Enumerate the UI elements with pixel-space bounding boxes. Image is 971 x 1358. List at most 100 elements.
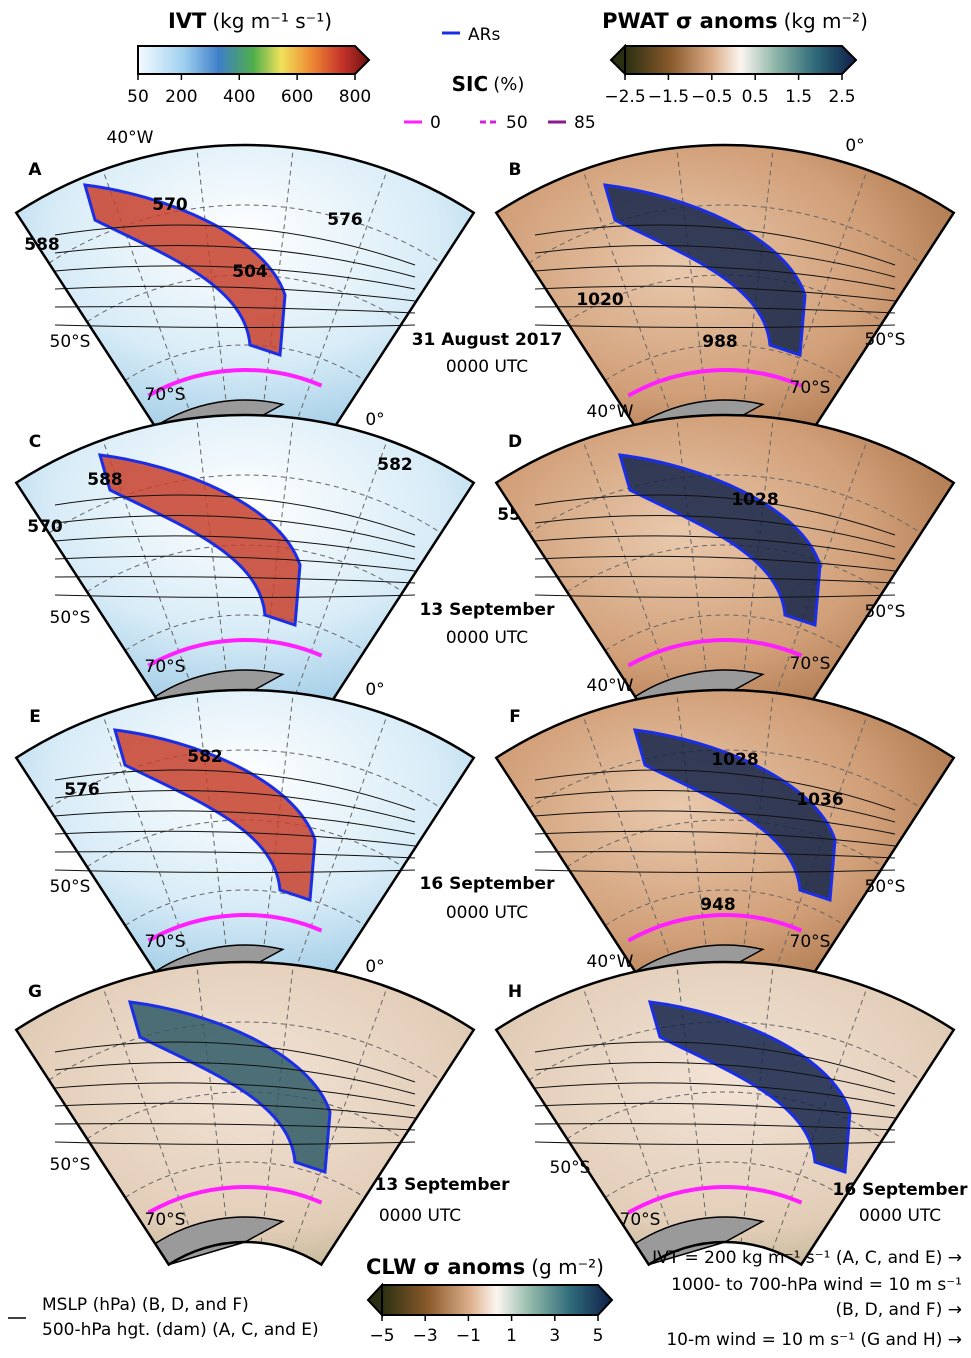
date-label: 13 September — [375, 1175, 511, 1195]
colorbar-title-text: CLW σ anoms — [366, 1255, 525, 1279]
contour-label: 588 — [24, 235, 60, 255]
colorbar-tick-label: 5 — [593, 1326, 604, 1346]
latitude-label: 70°S — [145, 657, 186, 677]
contour-label: 1036 — [796, 790, 843, 810]
colorbar-tick-label: −2.5 — [604, 87, 645, 107]
latitude-label: 70°S — [145, 932, 186, 952]
time-label: 0000 UTC — [446, 357, 528, 377]
colorbar-title: IVT(kg m⁻¹ s⁻¹) — [168, 9, 332, 34]
contour-label: 504 — [232, 262, 268, 282]
colorbar-extend — [368, 1285, 382, 1315]
colorbar-unit: (kg m⁻²) — [784, 9, 868, 33]
map-panel — [496, 690, 953, 993]
longitude-label: 0° — [365, 410, 384, 430]
colorbar — [138, 46, 369, 74]
ar-legend-label: ARs — [468, 25, 500, 45]
contour-label: 582 — [377, 455, 413, 475]
latitude-label: 50°S — [865, 877, 906, 897]
map-panel — [496, 415, 953, 718]
colorbar-tick-label: 50 — [127, 87, 149, 107]
panel-label: E — [29, 707, 41, 727]
longitude-label: 40°W — [107, 128, 154, 148]
contour-label: 988 — [702, 332, 738, 352]
colorbar — [382, 1285, 612, 1315]
panel-label: B — [509, 160, 522, 180]
colorbar-extend — [611, 46, 625, 74]
sic-legend-label: 85 — [574, 113, 596, 133]
map-panel — [16, 690, 473, 993]
colorbar-tick-label: 600 — [281, 87, 313, 107]
latitude-label: 50°S — [50, 877, 91, 897]
latitude-label: 50°S — [50, 608, 91, 628]
longitude-label: 0° — [365, 957, 384, 977]
longitude-label: 0° — [845, 136, 864, 156]
time-label: 0000 UTC — [859, 1206, 941, 1226]
contour-label: 588 — [87, 470, 123, 490]
colorbar — [625, 46, 856, 74]
date-label: 16 September — [420, 874, 556, 894]
colorbar-tick-label: 200 — [165, 87, 197, 107]
latitude-label: 70°S — [790, 378, 831, 398]
colorbar-unit: (kg m⁻¹ s⁻¹) — [212, 9, 332, 33]
colorbar-tick-label: 3 — [549, 1326, 560, 1346]
contour-label: 576 — [64, 780, 100, 800]
colorbar-tick-label: −1 — [456, 1326, 481, 1346]
colorbar-tick-label: −3 — [413, 1326, 438, 1346]
contour-label: 1028 — [731, 490, 778, 510]
contour-label: 1020 — [576, 290, 623, 310]
colorbar-tick-label: 800 — [339, 87, 371, 107]
vector-legend-label: IVT = 200 kg m⁻¹ s⁻¹ (A, C, and E) → — [652, 1248, 962, 1268]
latitude-label: 70°S — [790, 932, 831, 952]
sic-legend-text: SIC — [452, 72, 489, 96]
colorbar-tick-label: 0.5 — [742, 87, 769, 107]
sic-legend-label: 0 — [430, 113, 441, 133]
panel-label: H — [508, 982, 522, 1002]
sic-legend-label: 50 — [506, 113, 528, 133]
time-label: 0000 UTC — [446, 628, 528, 648]
colorbar-title: CLW σ anoms(g m⁻²) — [366, 1255, 604, 1280]
latitude-label: 70°S — [145, 385, 186, 405]
vector-legend-label: 10-m wind = 10 m s⁻¹ (G and H) → — [666, 1330, 962, 1350]
colorbar-title-text: PWAT σ anoms — [602, 9, 777, 33]
colorbar-title-text: IVT — [168, 9, 207, 33]
latitude-label: 70°S — [145, 1210, 186, 1230]
colorbar-tick-label: 1.5 — [785, 87, 812, 107]
panel-label: C — [29, 432, 41, 452]
colorbar-title: PWAT σ anoms (kg m⁻²) — [602, 9, 868, 34]
map-panel — [496, 145, 953, 448]
latitude-label: 50°S — [865, 602, 906, 622]
panel-label: G — [28, 982, 42, 1002]
map-panel — [16, 145, 473, 448]
colorbar-tick-label: −0.5 — [691, 87, 732, 107]
date-label: 13 September — [420, 600, 556, 620]
colorbar-unit: (g m⁻²) — [531, 1255, 604, 1279]
time-label: 0000 UTC — [379, 1206, 461, 1226]
colorbar-tick-label: −1.5 — [648, 87, 689, 107]
colorbar-tick-label: 400 — [223, 87, 255, 107]
latitude-label: 70°S — [790, 654, 831, 674]
time-label: 0000 UTC — [446, 903, 528, 923]
longitude-label: 40°W — [587, 952, 634, 972]
colorbar-tick-label: −5 — [369, 1326, 394, 1346]
date-label: 16 September — [833, 1180, 969, 1200]
longitude-label: 40°W — [587, 676, 634, 696]
contour-label: 576 — [327, 210, 363, 230]
contour-label: 570 — [152, 195, 188, 215]
vector-legend-label: 1000- to 700-hPa wind = 10 m s⁻¹ — [671, 1275, 962, 1295]
contour-label: 570 — [27, 517, 63, 537]
sic-legend-text: (%) — [493, 74, 524, 95]
figure: IVT(kg m⁻¹ s⁻¹)50200400600800PWAT σ anom… — [0, 0, 971, 1354]
contour-label: 1028 — [711, 750, 758, 770]
contour-label: 948 — [700, 895, 736, 915]
date-label: 31 August 2017 — [412, 330, 563, 350]
latitude-label: 50°S — [50, 1155, 91, 1175]
latitude-label: 50°S — [50, 332, 91, 352]
panel-label: A — [28, 160, 42, 180]
contour-legend-label: 500-hPa hgt. (dam) (A, C, and E) — [42, 1320, 319, 1340]
longitude-label: 0° — [365, 680, 384, 700]
panel-label: F — [509, 707, 521, 727]
colorbar-tick-label: 2.5 — [828, 87, 855, 107]
vector-legend-label: (B, D, and F) → — [836, 1300, 962, 1320]
latitude-label: 50°S — [550, 1158, 591, 1178]
latitude-label: 70°S — [620, 1210, 661, 1230]
